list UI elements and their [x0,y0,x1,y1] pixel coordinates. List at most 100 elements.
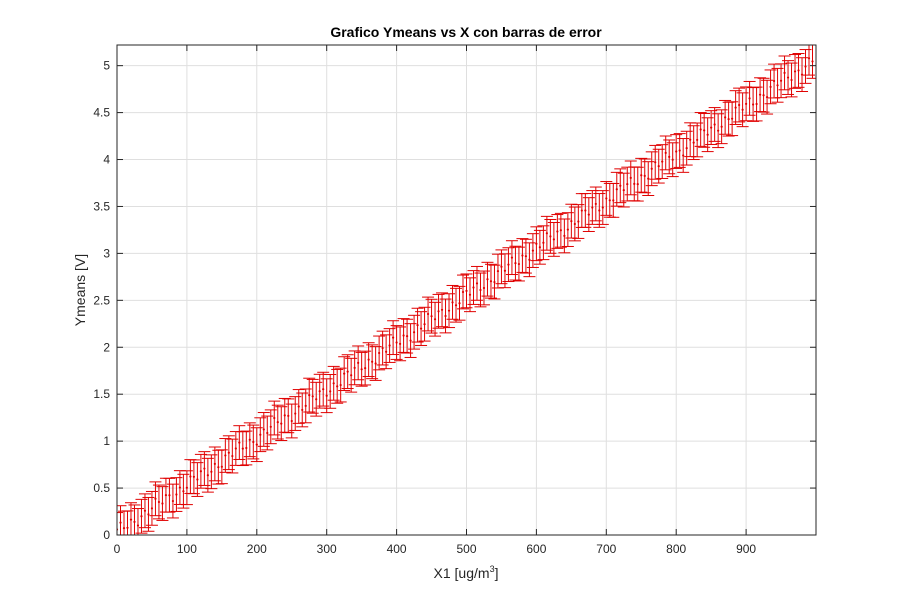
error-bar-point [666,142,679,178]
x-axis-title-superscript: 3 [490,564,495,574]
error-bar-point [568,206,581,242]
error-bar-point [166,483,179,519]
data-point [238,441,241,444]
data-point [210,470,213,473]
data-point [217,466,220,469]
x-tick-label: 600 [526,542,546,556]
data-point [280,422,283,425]
y-tick-label: 2.5 [93,293,110,307]
data-point [545,232,548,235]
error-bar-point [498,253,511,289]
error-bar-point [299,388,312,424]
error-bar-point [579,193,592,228]
error-bar-point [635,157,648,193]
error-bar-point [547,222,560,257]
data-point [308,394,311,397]
data-point [563,234,566,237]
data-point [517,262,521,266]
data-point [398,342,402,345]
data-point [521,254,524,257]
data-point [444,314,447,318]
data-point [150,507,154,510]
data-point [423,323,426,326]
data-point [608,199,611,202]
data-point [640,174,643,177]
data-point [433,318,437,321]
data-point [157,500,161,504]
error-bar-point [156,486,169,521]
data-point [636,183,639,186]
series-error-bars [117,45,816,535]
data-point [175,493,178,496]
ticks: 0 100 200 300 400 500 600 700 800 900 0 0.5 1 1.5 2 2.5… [93,45,816,556]
error-bar-point [418,306,431,342]
data-point [325,394,328,397]
y-tick-label: 4.5 [93,106,110,120]
error-bar-point [631,166,644,202]
data-point [727,118,730,121]
error-bar-point [320,378,333,414]
data-point [419,327,423,330]
error-bar-point [187,459,200,495]
error-bar-point [572,204,585,239]
error-bar-point [512,246,525,282]
error-bar-point [761,79,774,115]
y-axis-title: Ymeans [V] [72,254,88,326]
data-point [329,390,332,393]
error-bar-point [673,133,686,168]
error-bar-point [149,481,162,517]
error-bar-point [768,63,781,99]
data-point [360,368,363,371]
error-bar-point [467,270,480,305]
data-point [426,312,430,316]
error-bar-point [659,135,672,171]
data-point [290,419,293,423]
data-point [524,255,528,258]
data-point [486,278,489,281]
data-point [804,65,807,68]
error-bar-point [495,249,508,285]
error-bar-point [551,214,564,249]
data-point [682,154,685,157]
data-point [738,103,741,107]
data-point [472,286,475,289]
data-point [605,197,608,200]
data-point [140,515,143,518]
data-point [685,147,688,150]
error-bar-point [554,212,567,248]
error-bar-point [152,484,165,520]
error-bar-point [194,453,207,489]
data-point [294,412,297,415]
error-bar-point [691,122,704,158]
data-point [598,209,601,212]
error-bar-point [561,212,574,247]
error-bar-point [624,160,637,196]
data-point [252,440,255,444]
data-point [248,438,251,441]
error-bar-point [401,318,414,354]
data-point [507,263,510,266]
error-bar-point [173,470,186,505]
y-tick-label: 4 [103,153,110,167]
data-point [807,57,811,60]
error-bar-point [271,404,284,440]
error-bar-point [425,298,438,334]
data-point [731,117,734,120]
error-bar-point [369,346,382,381]
error-bar-point [334,367,347,403]
error-bar-point [715,109,728,145]
error-bar-point [292,389,305,424]
data-point [378,351,381,355]
error-bar-point [733,87,746,123]
data-point [430,315,433,318]
error-bar-point [124,502,137,535]
x-axis-title: X1 [ug/m3] [434,564,499,581]
error-bar-point [366,344,379,380]
error-bar-point [582,197,595,232]
error-bar-point [474,272,487,308]
data-point [154,497,157,500]
data-point [458,302,461,305]
data-point [661,160,664,163]
data-point [122,526,126,530]
